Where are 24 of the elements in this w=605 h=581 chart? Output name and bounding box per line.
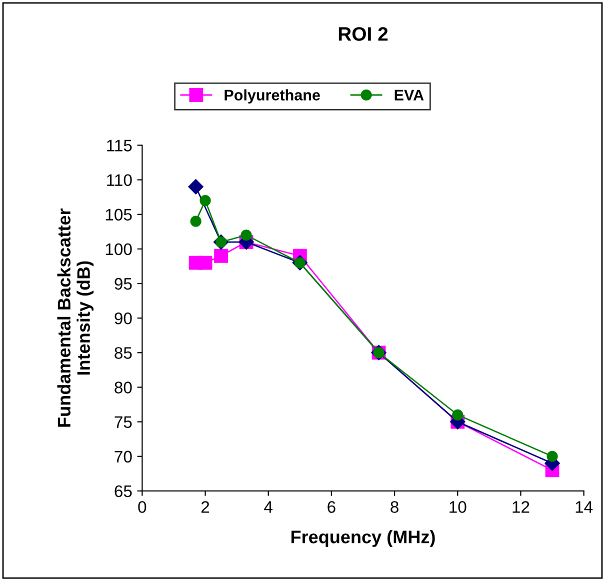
y-tick-label: 90 <box>114 312 132 324</box>
y-tick-label: 75 <box>114 416 132 428</box>
x-axis-title: Frequency (MHz) <box>291 530 435 547</box>
legend-label: EVA <box>394 90 424 100</box>
y-tick-label: 110 <box>107 174 132 186</box>
x-tick-label: 2 <box>201 501 210 513</box>
x-tick-label: 6 <box>328 501 336 513</box>
y-tick-label: 100 <box>106 243 132 256</box>
legend-label: Polyurethane <box>224 89 320 104</box>
x-tick-label: 8 <box>390 501 398 513</box>
x-tick-label: 4 <box>264 501 273 513</box>
x-tick-label: 12 <box>512 501 530 513</box>
y-tick-label: 115 <box>107 140 132 152</box>
y-tick-label: 85 <box>114 347 132 359</box>
y-tick-label: 105 <box>106 208 132 221</box>
x-tick-label: 14 <box>576 501 593 513</box>
x-tick-label: 0 <box>138 501 146 513</box>
y-tick-label: 65 <box>114 485 132 498</box>
y-axis-title: Fundamental Backscatter Intensity (dB) <box>57 208 94 427</box>
y-tick-label: 80 <box>114 382 132 394</box>
y-tick-label: 70 <box>114 450 132 463</box>
x-tick-label: 10 <box>450 501 466 513</box>
chart-title: ROI 2 <box>338 27 388 41</box>
y-tick-label: 95 <box>114 278 132 290</box>
